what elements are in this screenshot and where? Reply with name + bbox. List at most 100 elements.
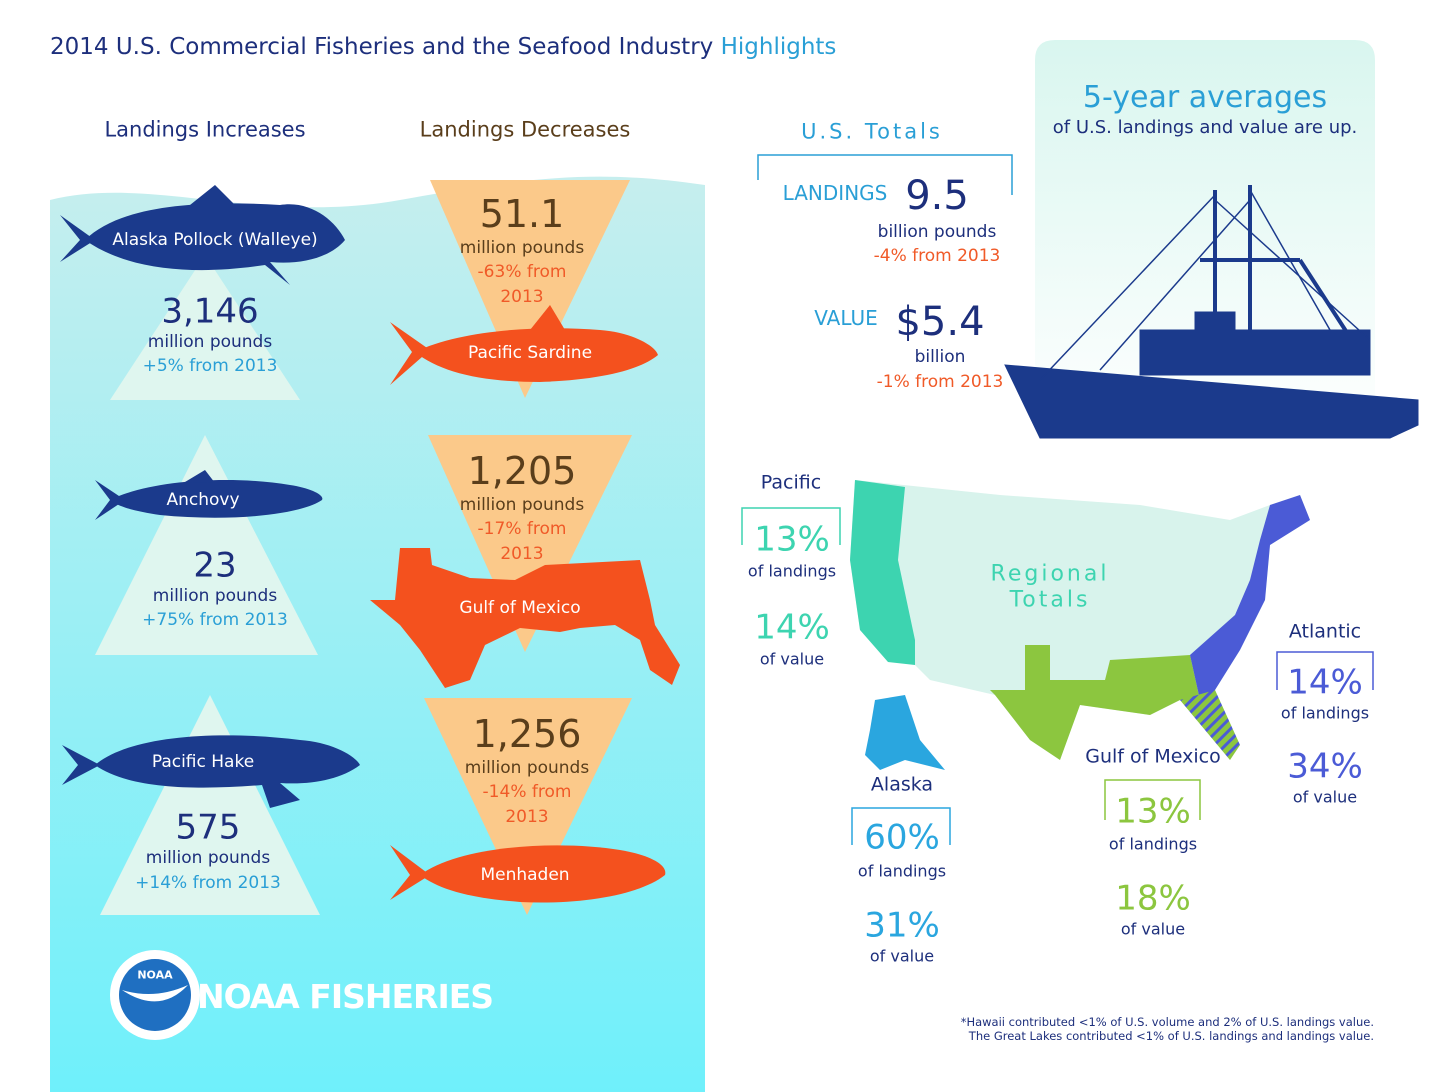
triangle [110,255,300,400]
value: 18% [1115,878,1191,919]
title-highlight: Highlights [720,34,837,61]
unit: million pounds [147,331,273,352]
title: 2014 U.S. Commercial Fisheries and the S… [0,34,836,62]
change: -14% from 2013 [482,782,572,827]
landings-label: of landings [1280,703,1370,723]
amount: 1,205 [467,449,577,494]
triangle [430,180,630,398]
amount: 23 [193,545,237,586]
averages-text: of U.S. landings and value are up. [1052,117,1358,139]
shape [415,328,658,382]
heading: Landings Decreases [419,117,631,142]
value: 34% [1287,746,1363,787]
shape [1249,189,1331,331]
amount: 9.5 [905,173,969,219]
landings: 60% [864,817,940,858]
value-label: of value [1292,787,1358,807]
shape [110,480,323,518]
unit: billion pounds [877,221,997,242]
triangle [428,435,632,652]
shape [1214,199,1371,341]
gulf-region [990,645,1200,760]
logo-bird [122,985,188,1002]
change: +14% from 2013 [135,872,281,893]
logo-badge: NOAA [137,968,173,982]
unit: million pounds [459,494,585,515]
brackets [741,507,1374,845]
unit: billion [914,346,966,367]
change: +5% from 2013 [142,355,278,376]
unit: million pounds [464,757,590,778]
amount: 1,256 [472,712,582,757]
shape [530,305,565,330]
value-label: of value [1120,919,1186,939]
shape [1139,329,1371,376]
shape [1039,189,1371,381]
pacific-region [850,480,915,665]
landings: 13% [1115,791,1191,832]
landings: 13% [754,519,830,560]
landings: 14% [1287,662,1363,703]
shape [1004,364,1419,439]
regional-heading: Regional Totals [990,561,1110,613]
change: -63% from 2013 [477,262,567,307]
region-name: Gulf of Mexico [1085,745,1221,768]
species: Menhaden [480,864,570,885]
totals-heading: U.S. Totals [801,119,943,144]
shape [95,735,360,808]
averages-heading: 5-year averages [1082,80,1328,115]
region-name: Pacific [760,471,822,494]
footnote: *Hawaii contributed <1% of U.S. volume a… [960,1015,1374,1030]
amount: 3,146 [161,291,259,332]
triangle [95,435,318,655]
shape [185,470,215,483]
value-label: of value [759,649,825,669]
fish [370,305,680,903]
change: -17% from 2013 [477,519,567,564]
shape [851,807,951,845]
landings-label: of landings [1108,834,1198,854]
species: Pacific Hake [151,751,255,772]
label: VALUE [814,306,878,330]
amount: 51.1 [479,192,565,237]
species: Alaska Pollock (Walleye) [112,229,318,250]
footnote: The Great Lakes contributed <1% of U.S. … [968,1029,1374,1044]
shape [1276,651,1374,690]
region-name: Atlantic [1288,620,1362,643]
bracket [757,154,1013,195]
value: 14% [754,607,830,648]
triangle [100,695,320,915]
shape [1039,194,1216,381]
shape [420,845,666,903]
shape [1104,779,1201,820]
amount: $5.4 [895,299,985,345]
species: Anchovy [166,489,240,510]
shape [85,203,345,285]
landings-label: of landings [857,861,947,881]
logo-text: NOAA FISHERIES [196,977,494,1017]
atlantic-region [1190,495,1310,700]
boat [1004,185,1419,439]
shape [1099,199,1251,371]
change: +75% from 2013 [142,609,288,630]
unit: million pounds [459,237,585,258]
heading: Landings Increases [104,117,306,142]
shape [62,745,100,785]
species: Pacific Sardine [467,342,593,363]
species: Gulf of Mexico [459,597,581,618]
change: -4% from 2013 [873,245,1001,266]
alaska [865,695,945,770]
shape [190,185,235,205]
unit: million pounds [152,585,278,606]
unit: million pounds [145,847,271,868]
triangle [424,698,632,915]
change: -1% from 2013 [876,371,1004,392]
amount: 575 [175,807,241,848]
gulf-states [370,548,680,688]
title-main: 2014 U.S. Commercial Fisheries and the S… [50,34,714,61]
label: LANDINGS [782,181,888,205]
shape [390,845,430,900]
